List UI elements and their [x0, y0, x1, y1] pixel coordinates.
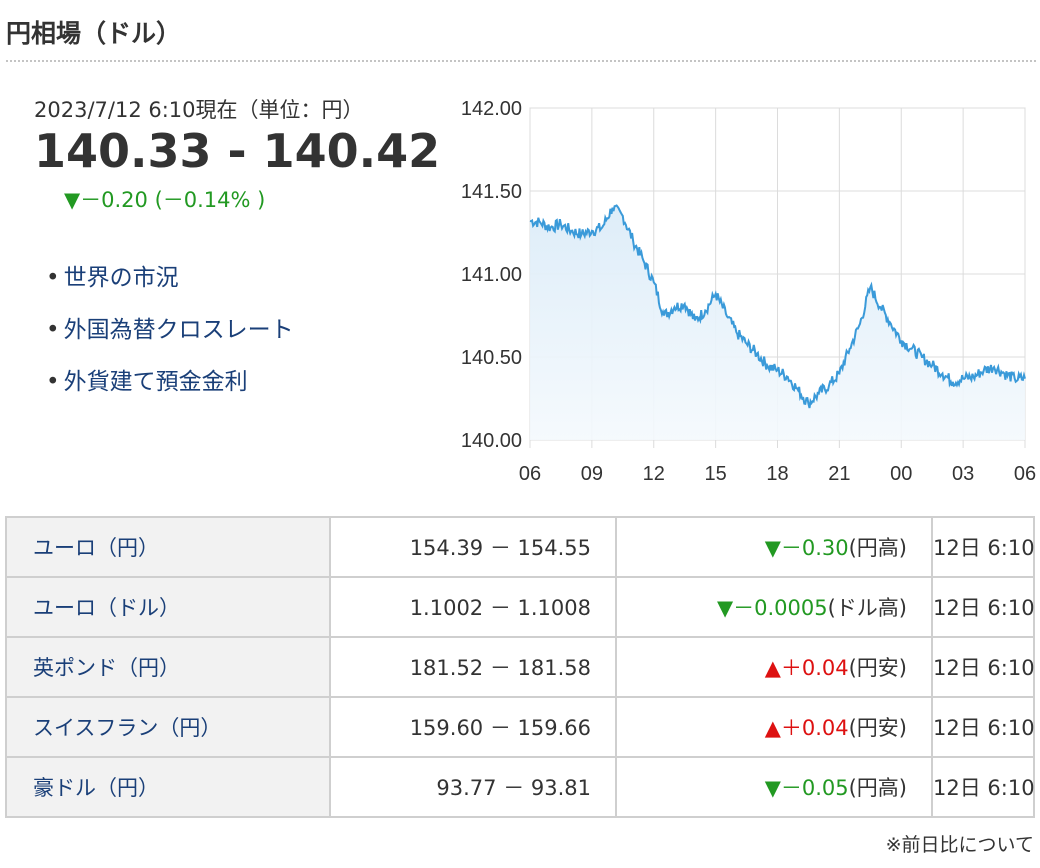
rate-value: 1.1002 － 1.1008: [329, 576, 617, 638]
rate-value: 159.60 － 159.66: [329, 696, 617, 758]
table-row: 英ポンド（円） 181.52 － 181.58 ▲＋0.04(円安) 12日 6:10: [5, 636, 1035, 698]
link-label: 世界の市況: [63, 265, 179, 291]
table-row: ユーロ（ドル） 1.1002 － 1.1008 ▼－0.0005(ドル高) 12日 6…: [5, 576, 1035, 638]
update-time: 12日 6:10: [931, 696, 1035, 758]
bullet-icon: •: [46, 317, 60, 343]
change-amount: －0.05: [780, 776, 849, 800]
rate-change: ▼－0.05(円高): [615, 756, 933, 818]
table-row: ユーロ（円） 154.39 － 154.55 ▼－0.30(円高) 12日 6:10: [5, 516, 1035, 578]
update-time: 12日 6:10: [931, 756, 1035, 818]
table-row: 豪ドル（円） 93.77 － 93.81 ▼－0.05(円高) 12日 6:10: [5, 756, 1035, 818]
link-world-markets[interactable]: • 世界の市況: [46, 252, 294, 304]
rate-change: ▲＋0.04(円安): [615, 636, 933, 698]
y-tick-label: 140.00: [461, 430, 522, 452]
change-amount: ＋0.04: [780, 716, 849, 740]
related-links: • 世界の市況 • 外国為替クロスレート • 外貨建て預金金利: [46, 252, 294, 408]
bullet-icon: •: [46, 265, 60, 291]
x-tick-label: 06: [519, 463, 541, 485]
cross-rates-table: ユーロ（円） 154.39 － 154.55 ▼－0.30(円高) 12日 6:10 ユ…: [5, 516, 1035, 818]
change-note: (円安): [848, 716, 907, 740]
update-time: 12日 6:10: [931, 576, 1035, 638]
chart-area: [530, 205, 1025, 440]
rate-value: 154.39 － 154.55: [329, 516, 617, 578]
x-tick-label: 18: [766, 463, 788, 485]
currency-name[interactable]: ユーロ（ドル）: [5, 576, 331, 638]
down-triangle-icon: ▼: [764, 776, 781, 800]
rate-change: ▼－0.0005(ドル高): [615, 576, 933, 638]
as-of-timestamp: 2023/7/12 6:10現在（単位：円）: [34, 98, 364, 122]
x-tick-label: 15: [705, 463, 727, 485]
x-tick-label: 09: [581, 463, 603, 485]
currency-name[interactable]: 豪ドル（円）: [5, 756, 331, 818]
currency-name[interactable]: 英ポンド（円）: [5, 636, 331, 698]
table-row: スイスフラン（円） 159.60 － 159.66 ▲＋0.04(円安) 12日 6:…: [5, 696, 1035, 758]
x-tick-label: 12: [643, 463, 665, 485]
change-amount: －0.0005: [733, 596, 828, 620]
link-foreign-deposit-rates[interactable]: • 外貨建て預金金利: [46, 356, 294, 408]
change-note: (円高): [848, 776, 907, 800]
chart-series-line: [529, 204, 1026, 409]
y-tick-label: 141.00: [461, 264, 522, 286]
update-time: 12日 6:10: [931, 516, 1035, 578]
change-note: (ドル高): [827, 596, 907, 620]
usd-jpy-rate: 140.33 - 140.42: [34, 124, 441, 178]
rate-value: 181.52 － 181.58: [329, 636, 617, 698]
bullet-icon: •: [46, 369, 60, 395]
down-triangle-icon: ▼: [716, 596, 734, 620]
link-fx-cross-rates[interactable]: • 外国為替クロスレート: [46, 304, 294, 356]
x-tick-label: 21: [828, 463, 850, 485]
y-tick-label: 140.50: [461, 347, 522, 369]
x-tick-label: 03: [952, 463, 974, 485]
link-label: 外貨建て預金金利: [63, 369, 248, 395]
up-triangle-icon: ▲: [764, 656, 781, 680]
rate-change: ▲＋0.04(円安): [615, 696, 933, 758]
rate-value: 93.77 － 93.81: [329, 756, 617, 818]
change-amount: －0.30: [780, 536, 849, 560]
up-triangle-icon: ▲: [764, 716, 781, 740]
change-note: (円安): [848, 656, 907, 680]
rate-change: ▼－0.30(円高): [615, 516, 933, 578]
page-title: 円相場（ドル）: [6, 19, 182, 48]
footnote-link[interactable]: ※前日比について: [885, 834, 1034, 856]
usd-jpy-intraday-chart: 142.00 141.50 141.00 140.50 140.00 06 09 12 15 18…: [461, 98, 1036, 485]
change-note: (円高): [848, 536, 907, 560]
link-label: 外国為替クロスレート: [63, 317, 294, 343]
y-tick-label: 142.00: [461, 98, 522, 120]
x-tick-label: 00: [890, 463, 912, 485]
y-tick-label: 141.50: [461, 181, 522, 203]
currency-name[interactable]: スイスフラン（円）: [5, 696, 331, 758]
usd-jpy-change: ▼－0.20 (－0.14% ): [64, 188, 266, 212]
change-amount: ＋0.04: [780, 656, 849, 680]
down-triangle-icon: ▼: [764, 536, 781, 560]
x-tick-label: 06: [1014, 463, 1036, 485]
update-time: 12日 6:10: [931, 636, 1035, 698]
title-divider: [6, 60, 1036, 62]
currency-name[interactable]: ユーロ（円）: [5, 516, 331, 578]
